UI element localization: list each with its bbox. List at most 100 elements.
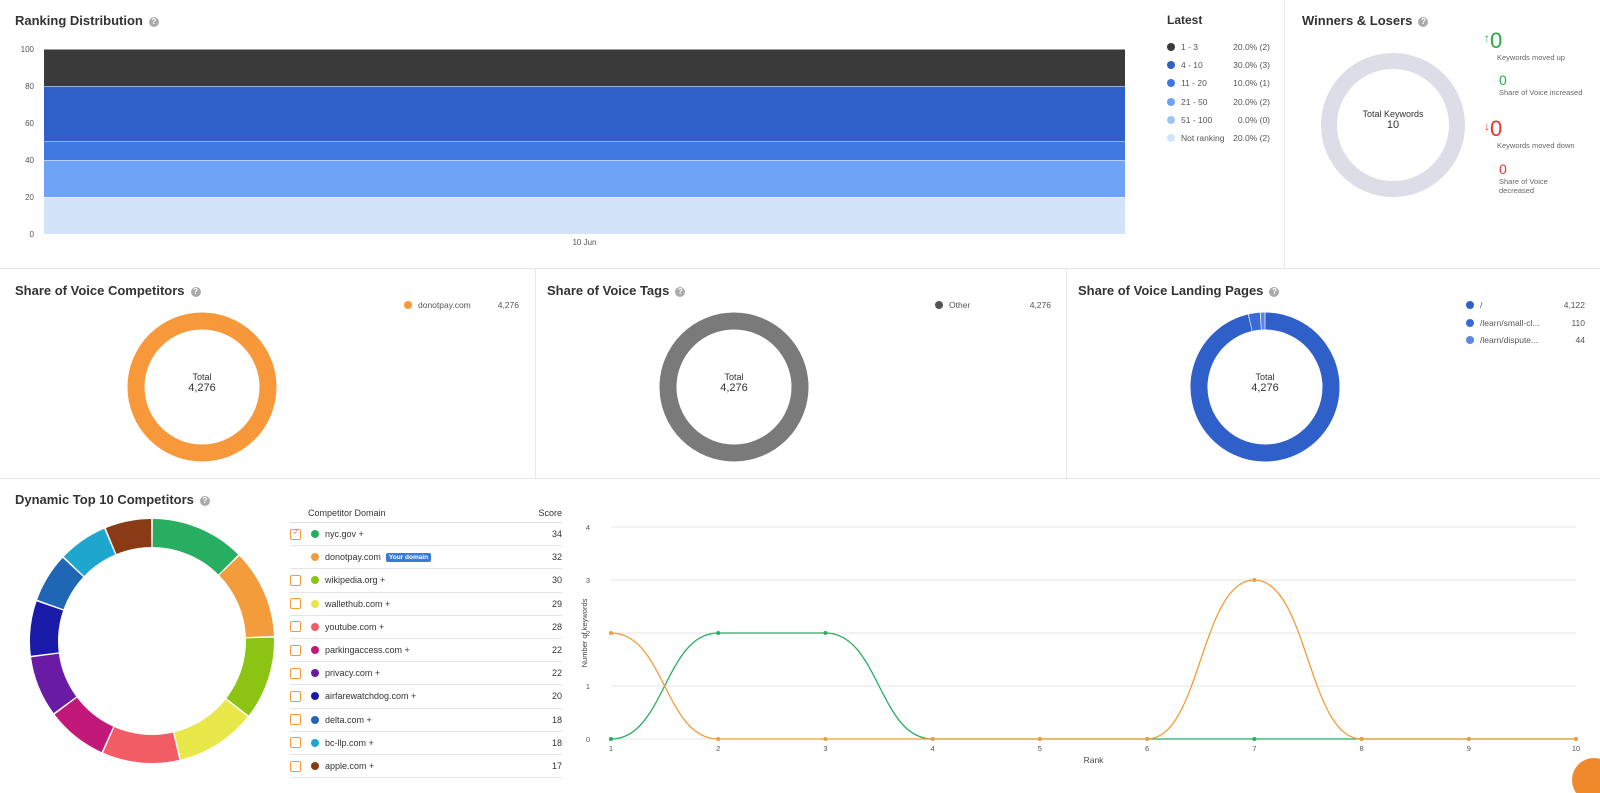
data-point (823, 631, 828, 635)
checkbox-cell (290, 737, 308, 749)
competitor-checkbox[interactable] (290, 621, 301, 633)
help-icon[interactable]: ? (1418, 17, 1429, 27)
donut-slice (105, 519, 152, 555)
table-row[interactable]: nyc.gov + 34 (290, 523, 562, 547)
landing-legend-item[interactable]: / 4,122 (1466, 300, 1585, 310)
ranking-distribution-title: Ranking Distribution? (15, 13, 159, 28)
legend-label: /learn/dispute... (1480, 335, 1539, 345)
checkbox-cell (290, 621, 308, 633)
sov-tags-center: Total 4,276 (684, 372, 784, 394)
help-icon[interactable]: ? (190, 287, 201, 297)
competitor-domain[interactable]: youtube.com + (325, 621, 385, 632)
data-point (1145, 737, 1150, 741)
checkbox-cell (290, 714, 308, 726)
help-icon[interactable]: ? (1269, 287, 1280, 297)
competitor-score: 20 (551, 691, 562, 702)
competitor-domain[interactable]: privacy.com + (325, 668, 381, 679)
landing-legend-item[interactable]: /learn/small-cl... 110 (1466, 318, 1585, 328)
legend-value: 20.0% (2) (1233, 96, 1270, 107)
sov-competitors-center: Total 4,276 (152, 372, 252, 394)
competitor-checkbox[interactable] (290, 575, 301, 587)
competitor-color-dot-icon (311, 669, 319, 678)
table-row[interactable]: airfarewatchdog.com + 20 (290, 685, 562, 709)
table-row[interactable]: bc-llp.com + 18 (290, 732, 562, 755)
ranking-legend-item[interactable]: 51 - 100 0.0% (0) (1167, 115, 1270, 125)
competitor-checkbox[interactable] (290, 737, 301, 749)
area-band (44, 160, 1125, 197)
y-axis-label: Number of keywords (580, 598, 589, 667)
competitor-color-dot-icon (311, 692, 319, 701)
data-point (930, 737, 935, 741)
competitor-domain[interactable]: wikipedia.org + (325, 575, 386, 586)
sov-tags-title-text: Share of Voice Tags (547, 283, 670, 298)
help-icon[interactable]: ? (199, 496, 210, 506)
competitor-checkbox[interactable] (290, 760, 301, 772)
competitor-table-header: Competitor Domain Score (290, 508, 562, 523)
competitor-domain[interactable]: parkingaccess.com + (325, 645, 410, 656)
top10-competitors-donut (30, 519, 274, 763)
competitor-score: 18 (551, 714, 562, 725)
competitor-domain[interactable]: apple.com + (325, 760, 375, 771)
col-score-header[interactable]: Score (538, 508, 562, 518)
competitor-score: 17 (551, 760, 562, 771)
competitor-checkbox[interactable] (290, 690, 301, 702)
help-icon[interactable]: ? (675, 287, 686, 297)
total-keywords-center: Total Keywords 10 (1343, 109, 1443, 131)
competitor-domain[interactable]: wallethub.com + (325, 598, 391, 609)
competitor-domain[interactable]: nyc.gov + (325, 529, 364, 540)
sov-landing-pages-title: Share of Voice Landing Pages? (1078, 283, 1280, 298)
legend-dot-icon (1167, 115, 1175, 124)
competitor-score: 28 (551, 621, 562, 632)
competitor-domain[interactable]: delta.com + (325, 714, 372, 725)
competitor-color-dot-icon (311, 646, 319, 655)
ranking-legend-item[interactable]: 1 - 3 20.0% (2) (1167, 42, 1270, 52)
donut-slice (152, 519, 239, 575)
table-row[interactable]: donotpay.com Your domain 32 (290, 546, 562, 570)
table-row[interactable]: apple.com + 17 (290, 755, 562, 779)
x-tick-label: 8 (1359, 744, 1363, 753)
landing-legend-item[interactable]: /learn/dispute... 44 (1466, 335, 1585, 345)
table-row[interactable]: youtube.com + 28 (290, 616, 562, 639)
competitor-score: 18 (551, 737, 562, 748)
legend-label: 4 - 10 (1181, 60, 1203, 71)
sov-tags-legend-item[interactable]: Other 4,276 (935, 300, 1051, 310)
competitor-domain[interactable]: airfarewatchdog.com + (325, 691, 417, 702)
data-point (716, 631, 721, 635)
col-domain-header[interactable]: Competitor Domain (308, 508, 386, 518)
x-tick-label: 7 (1252, 744, 1256, 753)
competitor-domain[interactable]: bc-llp.com + (325, 737, 374, 748)
y-tick-label: 80 (25, 82, 34, 91)
competitor-score: 22 (551, 645, 562, 656)
table-row[interactable]: wikipedia.org + 30 (290, 569, 562, 593)
competitor-color-dot-icon (311, 553, 319, 562)
competitor-checkbox[interactable] (290, 714, 301, 726)
competitor-checkbox[interactable] (290, 598, 301, 610)
competitor-table: Competitor Domain Score nyc.gov + 34 donot… (290, 508, 562, 779)
help-icon[interactable]: ? (148, 17, 159, 27)
ranking-legend-item[interactable]: Not ranking 20.0% (2) (1167, 133, 1270, 143)
competitor-color-dot-icon (311, 738, 319, 747)
sov-increased-block: 0 Share of Voice increased (1499, 72, 1582, 97)
legend-dot-icon (404, 301, 412, 309)
ranking-legend-item[interactable]: 21 - 50 20.0% (2) (1167, 97, 1270, 107)
checkbox-cell (290, 527, 308, 540)
ranking-legend-item[interactable]: 11 - 20 10.0% (1) (1167, 78, 1270, 88)
ranking-legend-item[interactable]: 4 - 10 30.0% (3) (1167, 60, 1270, 70)
legend-value: 0.0% (0) (1237, 114, 1270, 125)
competitor-domain[interactable]: donotpay.com (325, 552, 381, 563)
sov-competitors-legend-item[interactable]: donotpay.com 4,276 (404, 300, 519, 310)
total-value: 4,276 (188, 382, 216, 394)
table-row[interactable]: wallethub.com + 29 (290, 593, 562, 616)
table-row[interactable]: delta.com + 18 (290, 709, 562, 732)
legend-label: 11 - 20 (1181, 78, 1207, 89)
legend-label: 51 - 100 (1181, 114, 1213, 125)
competitor-checkbox[interactable] (290, 667, 301, 679)
competitor-checkbox[interactable] (290, 644, 301, 656)
legend-value: 20.0% (2) (1233, 133, 1270, 143)
total-label: Total (192, 372, 212, 382)
table-row[interactable]: parkingaccess.com + 22 (290, 639, 562, 663)
legend-label: 21 - 50 (1181, 96, 1208, 107)
table-row[interactable]: privacy.com + 22 (290, 662, 562, 686)
competitor-checkbox[interactable] (290, 527, 301, 540)
total-label: Total (724, 372, 744, 382)
